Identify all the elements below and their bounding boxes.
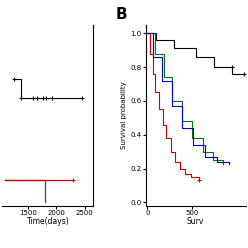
X-axis label: Time(days): Time(days) <box>27 217 69 226</box>
Text: B: B <box>116 7 127 22</box>
Y-axis label: Survival probability: Survival probability <box>122 81 127 149</box>
X-axis label: Surv: Surv <box>187 217 204 226</box>
